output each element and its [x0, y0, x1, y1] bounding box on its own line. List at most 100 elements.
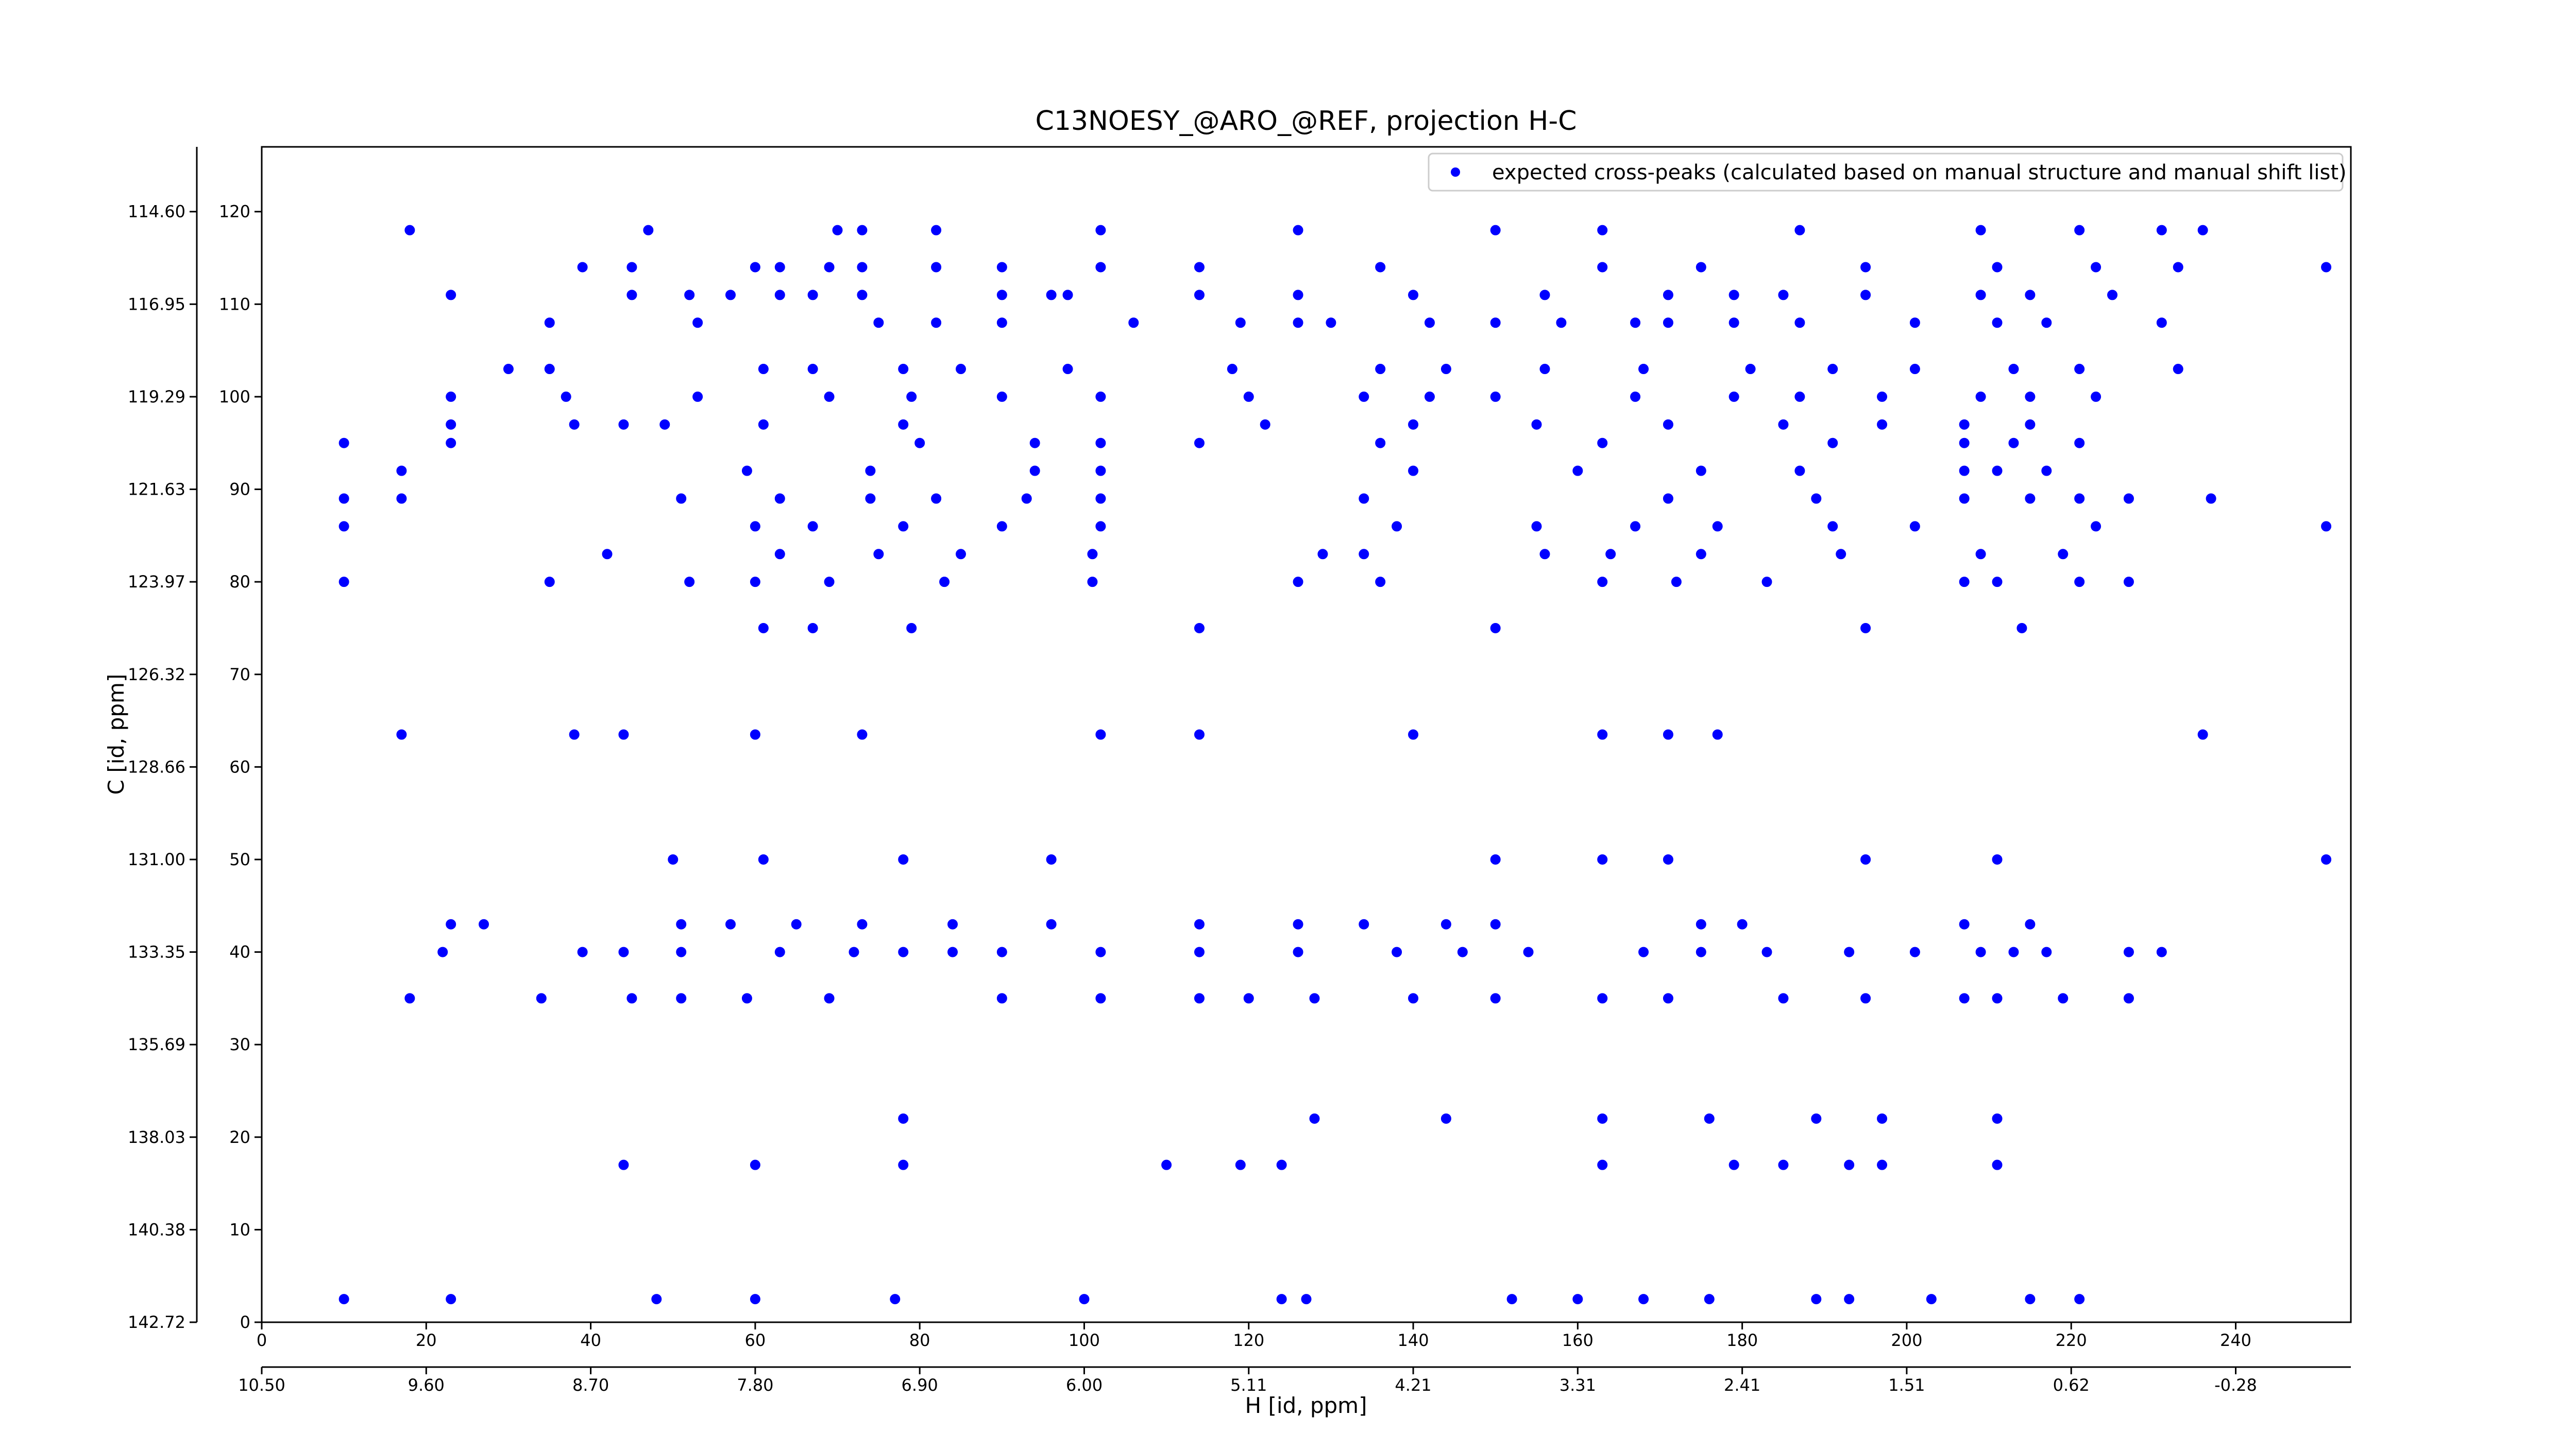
- cross-peak: [2173, 364, 2183, 375]
- cross-peak: [857, 225, 868, 235]
- y-tick-label: 110: [219, 294, 250, 314]
- cross-peak: [618, 1159, 629, 1170]
- cross-peak: [750, 1159, 760, 1170]
- cross-peak: [1712, 729, 1723, 740]
- cross-peak: [2156, 947, 2167, 957]
- cross-peak: [725, 919, 736, 930]
- cross-peak: [824, 262, 835, 273]
- cross-peak: [1597, 262, 1608, 273]
- cross-peak: [2074, 437, 2085, 448]
- cross-peak: [404, 993, 415, 1004]
- cross-peak: [1572, 1294, 1583, 1305]
- cross-peak: [1235, 317, 1246, 328]
- cross-peak: [1490, 317, 1501, 328]
- cross-peak: [857, 262, 868, 273]
- cross-peak: [1276, 1159, 1287, 1170]
- cross-peak: [1243, 993, 1254, 1004]
- y2-tick-label: 114.60: [128, 202, 185, 222]
- cross-peak: [1975, 391, 1986, 402]
- cross-peak: [1392, 521, 1402, 532]
- cross-peak: [338, 493, 349, 504]
- cross-peak: [774, 290, 785, 300]
- cross-peak: [898, 364, 909, 375]
- cross-peak: [1597, 437, 1608, 448]
- cross-peak: [857, 290, 868, 300]
- cross-peak: [396, 729, 407, 740]
- cross-peak: [2025, 290, 2036, 300]
- cross-peak: [446, 437, 456, 448]
- x2-tick-label: 6.90: [902, 1375, 938, 1395]
- cross-peak: [1293, 290, 1303, 300]
- cross-peak: [2091, 521, 2102, 532]
- cross-peak: [898, 947, 909, 957]
- x-tick-label: 200: [1891, 1330, 1922, 1350]
- cross-peak: [1794, 391, 1805, 402]
- cross-peak: [914, 437, 925, 448]
- x-tick-label: 180: [1726, 1330, 1758, 1350]
- cross-peak: [1663, 317, 1673, 328]
- cross-peak: [1959, 577, 1970, 587]
- cross-peak: [2173, 262, 2183, 273]
- cross-peak: [1095, 225, 1106, 235]
- cross-peak: [1844, 1294, 1855, 1305]
- y-axis-label: C [id, ppm]: [104, 674, 129, 795]
- x-tick-label: 140: [1398, 1330, 1429, 1350]
- cross-peak: [824, 577, 835, 587]
- cross-peak: [1860, 262, 1871, 273]
- cross-peak: [774, 493, 785, 504]
- x-tick-label: 120: [1233, 1330, 1264, 1350]
- cross-peak: [1794, 317, 1805, 328]
- cross-peak: [1827, 521, 1838, 532]
- cross-peak: [1276, 1294, 1287, 1305]
- cross-peak: [1860, 290, 1871, 300]
- cross-peak: [1408, 290, 1419, 300]
- cross-peak: [931, 493, 942, 504]
- cross-peak: [1992, 317, 2003, 328]
- cross-peak: [1293, 317, 1303, 328]
- cross-peak: [1375, 262, 1386, 273]
- cross-peak: [791, 919, 802, 930]
- cross-peak: [1778, 1159, 1789, 1170]
- cross-peak: [996, 391, 1007, 402]
- cross-peak: [1860, 993, 1871, 1004]
- cross-peak: [1556, 317, 1567, 328]
- y-tick-label: 30: [229, 1035, 250, 1054]
- cross-peak: [807, 290, 818, 300]
- cross-peak: [1194, 437, 1205, 448]
- x-axis-label: H [id, ppm]: [1245, 1393, 1367, 1418]
- cross-peak: [2107, 290, 2118, 300]
- cross-peak: [1095, 493, 1106, 504]
- x2-tick-label: 10.50: [238, 1375, 285, 1395]
- cross-peak: [2025, 419, 2036, 430]
- x2-tick-label: 8.70: [572, 1375, 609, 1395]
- x2-tick-label: 4.21: [1395, 1375, 1431, 1395]
- cross-peak: [1539, 364, 1550, 375]
- cross-peak: [2156, 225, 2167, 235]
- cross-peak: [684, 290, 695, 300]
- cross-peak: [1811, 1113, 1822, 1124]
- cross-peak: [758, 854, 769, 865]
- cross-peak: [404, 225, 415, 235]
- cross-peak: [1440, 364, 1451, 375]
- cross-peak: [1095, 437, 1106, 448]
- cross-peak: [2025, 493, 2036, 504]
- cross-peak: [1696, 947, 1706, 957]
- cross-peak: [1975, 947, 1986, 957]
- cross-peak: [1992, 465, 2003, 476]
- cross-peak: [741, 993, 752, 1004]
- cross-peak: [2025, 919, 2036, 930]
- cross-peak: [741, 465, 752, 476]
- y-tick-label: 60: [229, 757, 250, 777]
- cross-peak: [2041, 947, 2052, 957]
- cross-peak: [676, 993, 687, 1004]
- cross-peak: [1424, 317, 1435, 328]
- cross-peak: [1194, 290, 1205, 300]
- cross-peak: [1909, 521, 1920, 532]
- cross-peak: [1992, 262, 2003, 273]
- x-tick-label: 100: [1069, 1330, 1100, 1350]
- y-tick-label: 120: [219, 202, 250, 222]
- y-tick-label: 100: [219, 387, 250, 407]
- cross-peak: [824, 993, 835, 1004]
- cross-peak: [618, 947, 629, 957]
- cross-peak: [807, 521, 818, 532]
